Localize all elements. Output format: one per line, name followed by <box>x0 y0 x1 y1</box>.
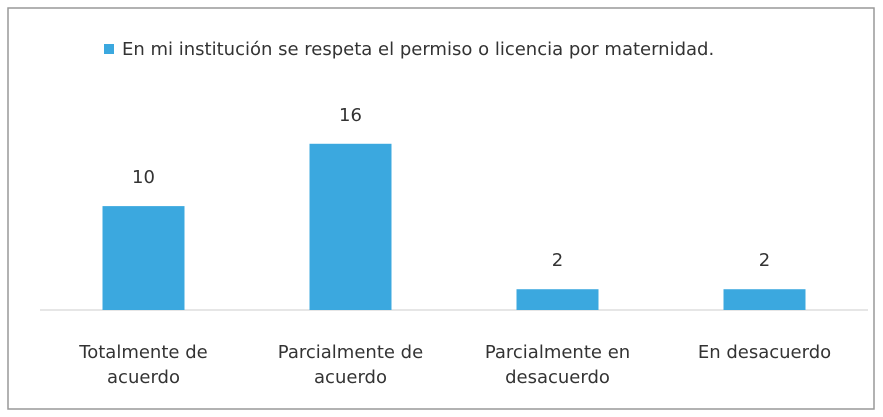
data-label: 2 <box>552 250 563 271</box>
x-tick-label: Parcialmente de acuerdo <box>277 342 424 388</box>
bar <box>309 143 392 310</box>
x-tick-label: En desacuerdo <box>697 342 832 363</box>
legend-label: En mi institución se respeta el permiso … <box>122 39 714 60</box>
bar <box>102 206 185 310</box>
legend-swatch <box>104 44 114 54</box>
bar <box>723 289 806 310</box>
data-label: 10 <box>132 167 155 188</box>
data-label: 16 <box>339 105 362 126</box>
data-label: 2 <box>759 250 770 271</box>
x-tick-label: Totalmente de acuerdo <box>79 342 208 388</box>
x-tick-label: Parcialmente en desacuerdo <box>484 342 631 388</box>
bar <box>516 289 599 310</box>
